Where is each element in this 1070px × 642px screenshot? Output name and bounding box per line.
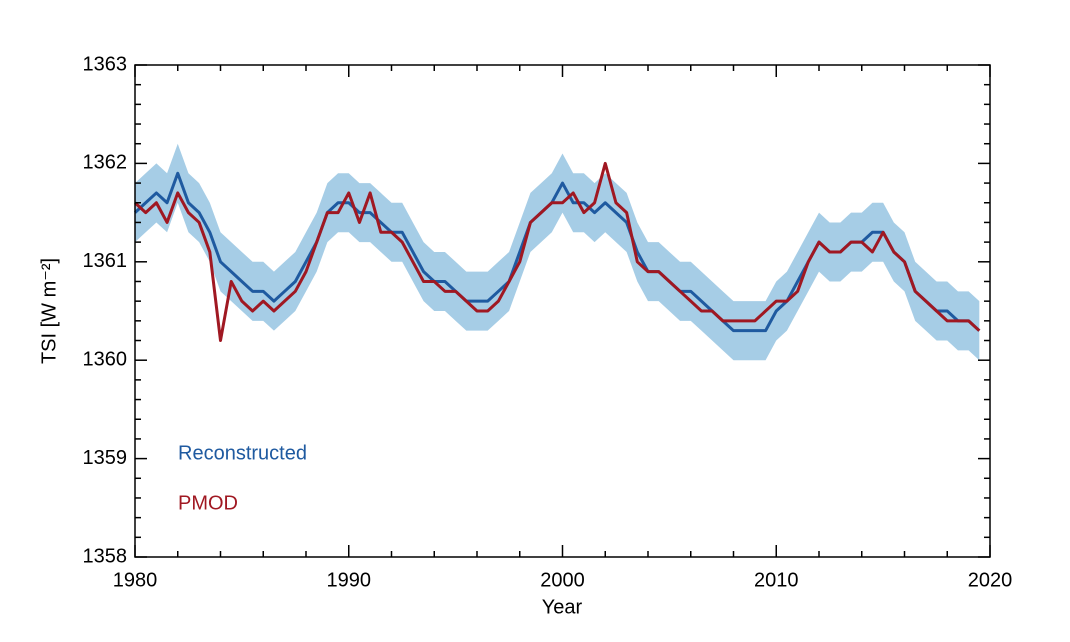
x-tick-label: 2010 [754,569,799,591]
series-line [133,161,981,343]
x-tick-label: 1980 [113,569,158,591]
y-tick-label: 1361 [83,250,128,272]
y-tick-label: 1362 [83,152,128,174]
x-axis-label: Year [542,596,583,618]
y-axis-label: TSI [W m⁻²] [38,258,60,364]
x-tick-label: 1990 [327,569,372,591]
legend-entry: Reconstructed [178,442,307,464]
y-tick-label: 1358 [83,545,128,567]
legend-entry: PMOD [178,492,238,514]
y-tick-label: 1360 [83,348,128,370]
y-tick-label: 1359 [83,447,128,469]
x-tick-label: 2000 [540,569,585,591]
uncertainty-band [135,143,980,361]
x-tick-label: 2020 [968,569,1013,591]
y-tick-label: 1363 [83,53,128,75]
